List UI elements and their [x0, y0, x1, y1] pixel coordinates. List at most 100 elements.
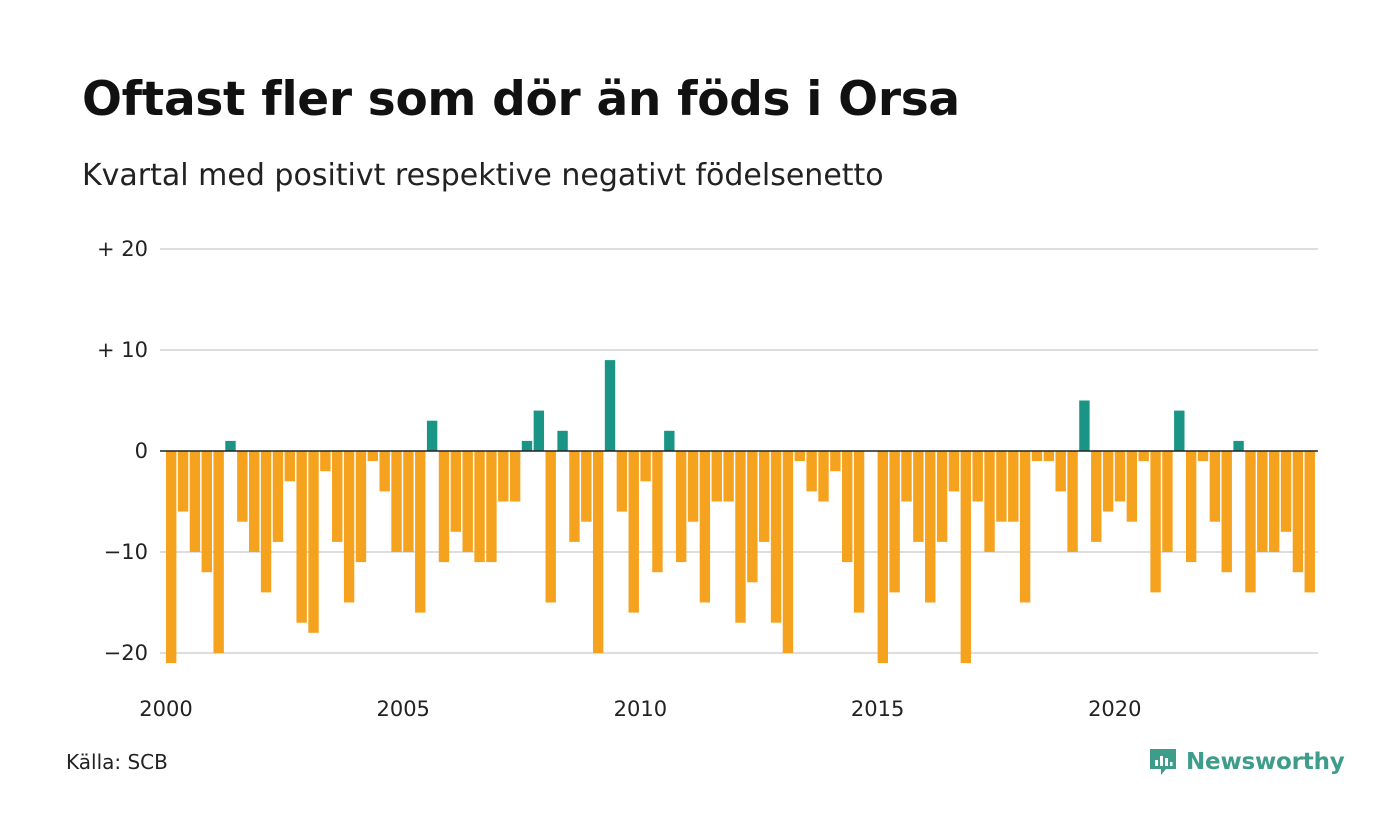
bar-negative: [853, 451, 865, 613]
bar-negative: [925, 451, 936, 603]
bar-negative: [1114, 451, 1126, 502]
newsworthy-logo-icon: [1150, 749, 1176, 775]
bar-negative: [877, 451, 888, 664]
bar-negative: [592, 451, 604, 653]
bar-negative: [450, 451, 462, 532]
x-tick-label: 2020: [1088, 697, 1141, 721]
y-axis-ticks: + 20 + 10 0 −10 −20: [97, 237, 148, 665]
bar-negative: [486, 451, 497, 563]
bar-positive: [1233, 440, 1244, 451]
bar-negative: [901, 451, 912, 502]
bar-negative: [1055, 451, 1066, 492]
brand-logo: Newsworthy: [1148, 744, 1345, 780]
bar-negative: [581, 451, 592, 522]
bar-negative: [1245, 451, 1256, 593]
bar-negative: [415, 451, 426, 613]
bar-negative: [759, 451, 770, 542]
y-tick-label: −10: [104, 540, 148, 564]
bar-negative: [391, 451, 402, 552]
bar-negative: [806, 451, 817, 492]
bar-negative: [332, 451, 343, 542]
bar-negative: [1280, 451, 1292, 532]
bar-negative: [462, 451, 473, 552]
bar-negative: [1138, 451, 1149, 462]
bar-negative: [1257, 451, 1268, 552]
bar-negative: [936, 451, 948, 542]
bar-negative: [723, 451, 734, 502]
bar-negative: [569, 451, 580, 542]
bar-positive: [426, 420, 438, 451]
bar-negative: [984, 451, 995, 552]
bar-negative: [403, 451, 414, 552]
bar-positive: [604, 360, 616, 451]
x-tick-label: 2005: [376, 697, 429, 721]
x-axis-ticks: 2000 2005 2010 2015 2020: [139, 697, 1141, 721]
bar-negative: [1043, 451, 1055, 462]
bar-negative: [640, 451, 651, 482]
bar-negative: [379, 451, 390, 492]
bar-negative: [343, 451, 355, 603]
bar-positive: [521, 440, 533, 451]
bar-positive: [664, 430, 675, 451]
bar-negative: [1126, 451, 1138, 522]
bar-negative: [818, 451, 829, 502]
bar-positive: [533, 410, 545, 451]
bar-negative: [794, 451, 805, 462]
y-tick-label: + 10: [97, 338, 148, 362]
bar-negative: [1091, 451, 1102, 542]
bar-negative: [699, 451, 711, 603]
chart-subtitle: Kvartal med positivt respektive negativt…: [82, 158, 884, 193]
bar-negative: [687, 451, 699, 522]
bars: [166, 360, 1315, 664]
bar-negative: [201, 451, 212, 573]
bar-negative: [948, 451, 960, 492]
bar-negative: [284, 451, 295, 482]
bar-negative: [320, 451, 331, 472]
bar-negative: [711, 451, 722, 502]
bar-negative: [675, 451, 687, 563]
bar-negative: [545, 451, 556, 603]
bar-negative: [616, 451, 628, 512]
bar-negative: [249, 451, 260, 552]
bar-negative: [474, 451, 485, 563]
bar-negative: [1067, 451, 1078, 552]
y-tick-label: −20: [104, 641, 148, 665]
bar-negative: [889, 451, 900, 593]
bar-negative: [972, 451, 983, 502]
bar-negative: [842, 451, 853, 563]
bar-negative: [166, 451, 177, 664]
bar-negative: [1197, 451, 1209, 462]
bar-negative: [296, 451, 307, 623]
bar-negative: [189, 451, 201, 552]
y-tick-label: + 20: [97, 237, 148, 261]
bar-negative: [1019, 451, 1031, 603]
bar-positive: [1079, 400, 1090, 451]
bar-negative: [1150, 451, 1161, 593]
bar-negative: [913, 451, 924, 542]
bar-negative: [1031, 451, 1043, 462]
bar-negative: [1162, 451, 1173, 552]
bar-negative: [830, 451, 841, 472]
bar-negative: [1102, 451, 1114, 512]
x-tick-label: 2010: [614, 697, 667, 721]
bar-positive: [1174, 410, 1185, 451]
bar-negative: [260, 451, 272, 593]
bar-negative: [438, 451, 450, 563]
bar-negative: [272, 451, 284, 542]
bar-negative: [782, 451, 794, 653]
chart-title: Oftast fler som dör än föds i Orsa: [82, 72, 960, 127]
bar-negative: [960, 451, 972, 664]
bar-negative: [1268, 451, 1280, 552]
bar-positive: [557, 430, 568, 451]
x-tick-label: 2000: [139, 697, 192, 721]
bar-positive: [225, 440, 236, 451]
bar-negative: [1185, 451, 1197, 563]
bar-negative: [1304, 451, 1315, 593]
bar-negative: [308, 451, 319, 633]
y-tick-label: 0: [135, 439, 148, 463]
bar-negative: [498, 451, 509, 502]
bar-negative: [735, 451, 746, 623]
bar-negative: [177, 451, 189, 512]
bar-negative: [509, 451, 521, 502]
bar-negative: [1221, 451, 1232, 573]
